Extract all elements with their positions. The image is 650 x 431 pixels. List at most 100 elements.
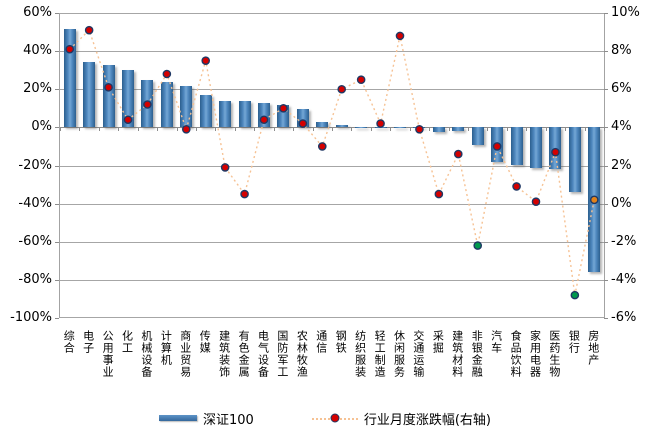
data-point-采掘 xyxy=(434,189,444,199)
category-axis-tick xyxy=(526,127,528,132)
category-axis-tick xyxy=(60,127,61,132)
right-axis-tick xyxy=(604,51,608,53)
right-axis-tick xyxy=(604,13,608,14)
left-axis-tick-label: -80% xyxy=(18,271,52,287)
category-axis-tick xyxy=(448,127,450,132)
right-axis-tick xyxy=(604,241,608,243)
category-label-商业贸易: 商业贸易 xyxy=(178,330,192,378)
category-label-电气设备: 电气设备 xyxy=(256,330,270,378)
category-axis-tick xyxy=(157,127,159,132)
data-point-机械设备 xyxy=(143,100,152,109)
gridline xyxy=(60,89,604,91)
data-point-医药生物 xyxy=(551,147,560,157)
data-point-食品饮料 xyxy=(512,182,521,191)
category-label-休闲服务: 休闲服务 xyxy=(392,330,406,378)
category-axis-tick xyxy=(332,127,333,132)
right-axis-tick xyxy=(604,165,608,167)
category-axis-tick xyxy=(487,127,489,132)
category-label-钢铁: 钢铁 xyxy=(334,330,348,354)
data-point-电气设备 xyxy=(259,115,269,125)
category-axis-tick xyxy=(506,127,508,132)
right-axis-tick-label: 4% xyxy=(611,119,632,135)
data-point-计算机 xyxy=(162,69,172,79)
right-axis-tick-label: 10% xyxy=(611,5,640,20)
data-point-商业贸易 xyxy=(181,124,191,134)
data-point-通信 xyxy=(317,142,327,151)
left-axis-tick-label: -20% xyxy=(18,157,52,173)
category-label-国防军工: 国防军工 xyxy=(275,330,289,378)
right-axis-tick xyxy=(604,89,608,91)
data-point-建筑装饰 xyxy=(220,163,230,172)
left-axis-tick-label: -100% xyxy=(10,310,52,325)
category-axis-tick xyxy=(273,127,275,132)
right-axis-tick xyxy=(604,127,608,129)
bar-食品饮料 xyxy=(510,127,523,165)
category-axis-tick xyxy=(118,127,120,132)
bar-建筑装饰 xyxy=(219,100,232,128)
right-axis-tick-label: -6% xyxy=(611,310,637,325)
category-label-采掘: 采掘 xyxy=(431,330,445,354)
category-axis-tick xyxy=(79,127,81,132)
category-label-计算机: 计算机 xyxy=(159,330,173,366)
gridline xyxy=(60,279,604,281)
red-dot-icon xyxy=(330,413,340,423)
gridline xyxy=(60,317,604,318)
bar-公用事业 xyxy=(102,65,115,128)
category-label-轻工制造: 轻工制造 xyxy=(373,330,387,378)
category-axis-tick xyxy=(98,127,100,132)
category-label-家用电器: 家用电器 xyxy=(528,330,542,378)
category-axis-tick xyxy=(234,127,236,132)
category-axis-tick xyxy=(390,127,392,132)
category-label-非银金融: 非银金融 xyxy=(470,330,484,378)
category-label-传媒: 传媒 xyxy=(198,330,212,354)
left-axis-tick xyxy=(55,203,59,205)
category-axis-tick xyxy=(176,127,178,132)
left-axis-tick-label: 20% xyxy=(23,81,52,97)
data-point-汽车 xyxy=(492,142,502,151)
category-label-综合: 综合 xyxy=(62,330,76,354)
category-label-汽车: 汽车 xyxy=(489,330,503,354)
bar-商业贸易 xyxy=(180,86,193,128)
bar-采掘 xyxy=(432,127,445,133)
category-label-房地产: 房地产 xyxy=(586,330,600,366)
legend: 深证100 行业月度涨跌幅(右轴) xyxy=(0,407,650,429)
data-point-银行 xyxy=(570,290,580,300)
data-point-房地产 xyxy=(589,195,599,205)
bar-化工 xyxy=(122,70,134,128)
category-label-机械设备: 机械设备 xyxy=(139,330,153,378)
category-label-农林牧渔: 农林牧渔 xyxy=(295,330,309,378)
category-label-建筑装饰: 建筑装饰 xyxy=(217,330,231,378)
right-axis-tick xyxy=(604,318,608,319)
data-point-轻工制造 xyxy=(376,119,385,128)
dotted-connector-line xyxy=(69,28,595,296)
category-axis-tick xyxy=(215,127,217,132)
right-axis-tick xyxy=(604,279,608,281)
legend-line-label: 行业月度涨跌幅(右轴) xyxy=(363,412,491,428)
category-axis-tick xyxy=(137,127,139,132)
data-point-钢铁 xyxy=(337,84,347,94)
category-axis-tick xyxy=(565,127,567,132)
left-axis-tick-label: 60% xyxy=(23,5,52,20)
category-label-通信: 通信 xyxy=(314,330,328,354)
data-point-有色金属 xyxy=(240,189,249,199)
category-axis-tick xyxy=(312,127,314,132)
data-point-建筑材料 xyxy=(453,149,463,159)
data-point-综合 xyxy=(65,44,75,54)
gridline xyxy=(60,13,604,14)
left-axis-tick xyxy=(55,89,59,91)
category-axis-tick xyxy=(429,127,431,132)
category-axis-tick xyxy=(370,127,372,132)
category-axis-tick xyxy=(584,127,586,132)
data-point-公用事业 xyxy=(104,83,113,92)
right-axis-tick-label: 6% xyxy=(611,81,632,97)
left-axis-tick-label: -60% xyxy=(18,233,52,249)
right-axis-tick-label: -4% xyxy=(611,271,637,287)
plot-area xyxy=(59,13,605,318)
right-axis-tick-label: 2% xyxy=(611,157,632,173)
category-axis-tick xyxy=(468,127,469,132)
data-point-交通运输 xyxy=(415,124,424,134)
bar-休闲服务 xyxy=(394,127,406,129)
data-point-化工 xyxy=(123,115,133,125)
bar-轻工制造 xyxy=(374,127,387,129)
